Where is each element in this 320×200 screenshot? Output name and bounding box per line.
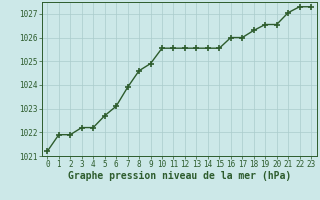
X-axis label: Graphe pression niveau de la mer (hPa): Graphe pression niveau de la mer (hPa) bbox=[68, 171, 291, 181]
